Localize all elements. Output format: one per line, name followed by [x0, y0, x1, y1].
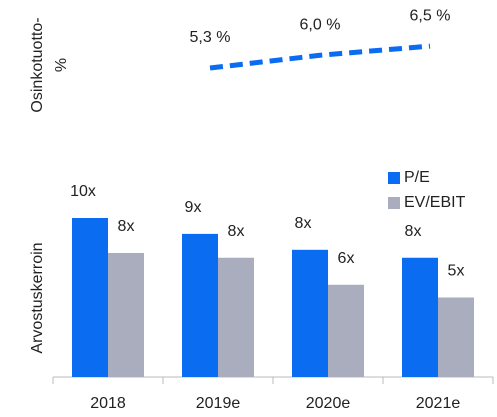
x-tick-label: 2021e: [416, 395, 461, 412]
value-label: 8x: [405, 223, 422, 240]
bar: [182, 233, 218, 377]
value-label: 5,3 %: [190, 29, 231, 46]
legend-swatch: [388, 197, 400, 209]
value-label: 6x: [338, 250, 355, 267]
x-tick-label: 2020e: [306, 395, 351, 412]
value-label: 5x: [448, 263, 465, 280]
dividend-line: [209, 43, 431, 71]
bar: [438, 297, 474, 377]
y-axis-label: %: [53, 58, 70, 72]
value-label: 6,5 %: [410, 7, 451, 24]
bar: [218, 257, 254, 377]
bar: [108, 252, 144, 377]
y-axis-label: Osinkotuotto-: [29, 17, 46, 112]
bar: [328, 284, 364, 377]
value-label: 10x: [70, 183, 96, 200]
value-label: 9x: [185, 199, 202, 216]
bar: [402, 257, 438, 377]
bar: [72, 218, 108, 377]
x-tick-label: 2019e: [196, 395, 241, 412]
x-separators: [52, 377, 494, 384]
value-label: 8x: [295, 215, 312, 232]
legend-swatch: [388, 172, 400, 184]
legend-label: EV/EBIT: [404, 194, 466, 211]
value-label: 6,0 %: [300, 16, 341, 33]
value-label: 8x: [228, 223, 245, 240]
value-label: 8x: [118, 218, 135, 235]
y-axis-label: Arvostuskerroin: [29, 242, 46, 353]
bar: [292, 249, 328, 377]
x-tick-label: 2018: [90, 395, 126, 412]
legend-label: P/E: [404, 169, 430, 186]
